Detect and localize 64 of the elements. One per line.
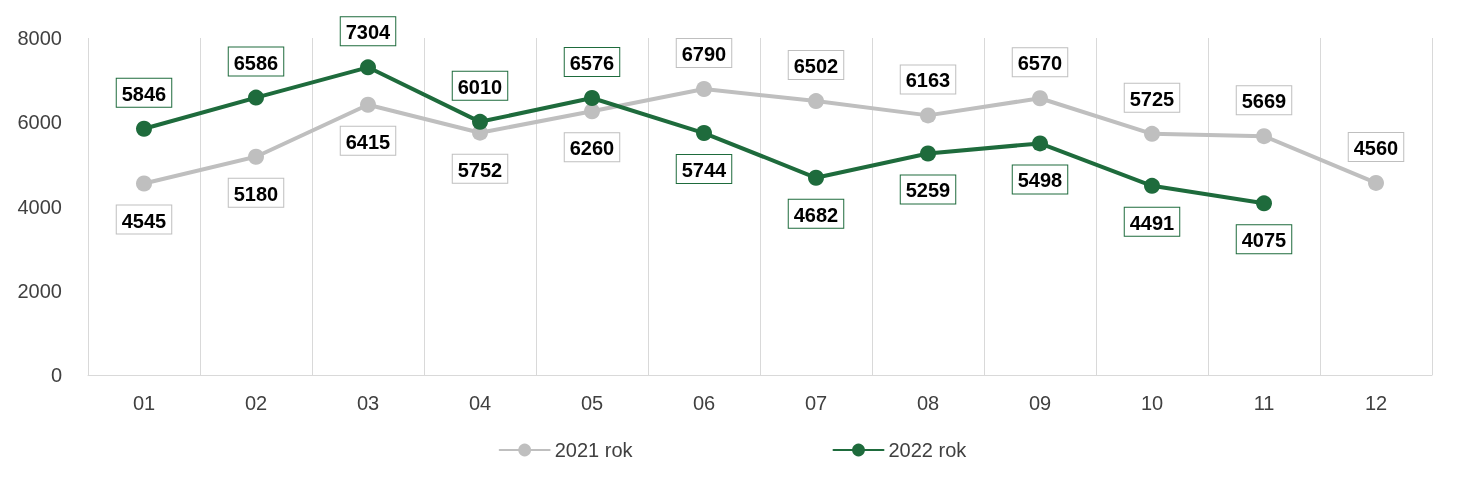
data-label: 4545 <box>121 209 167 232</box>
data-label: 6163 <box>905 69 951 92</box>
y-tick-label: 4000 <box>17 195 62 218</box>
data-label: 5744 <box>681 159 728 182</box>
x-tick-label: 02 <box>244 392 268 414</box>
x-tick-label: 11 <box>1253 392 1275 414</box>
data-label: 6260 <box>569 137 615 160</box>
legend-label: 2022 rok <box>888 439 968 461</box>
data-label: 6502 <box>793 55 839 78</box>
x-tick-label: 10 <box>1140 392 1164 414</box>
data-label: 6010 <box>457 75 503 98</box>
data-label: 5752 <box>457 158 503 181</box>
point <box>808 169 824 186</box>
data-label: 4560 <box>1353 136 1399 159</box>
x-tick-label: 05 <box>580 392 604 414</box>
x-tick-label: 03 <box>356 392 380 414</box>
point <box>1032 90 1048 107</box>
x-tick-label: 12 <box>1364 392 1388 414</box>
point <box>808 93 824 110</box>
data-label: 5259 <box>905 179 951 202</box>
data-label: 6586 <box>233 51 279 74</box>
point <box>920 107 936 124</box>
point <box>696 125 712 142</box>
point <box>1256 128 1272 145</box>
data-label: 4491 <box>1129 211 1175 234</box>
point <box>1144 177 1160 194</box>
data-label: 5725 <box>1129 87 1175 110</box>
data-label: 5180 <box>233 182 279 205</box>
y-tick-label: 6000 <box>17 111 62 134</box>
point <box>1032 135 1048 152</box>
data-label: 5846 <box>121 82 167 105</box>
data-label: 6576 <box>569 51 615 74</box>
point <box>248 89 264 106</box>
x-tick-label: 07 <box>804 392 828 414</box>
point <box>1256 195 1272 212</box>
point <box>248 148 264 165</box>
point <box>360 96 376 113</box>
y-tick-label: 0 <box>50 364 62 386</box>
point <box>584 103 600 120</box>
x-tick-label: 09 <box>1028 392 1052 414</box>
y-tick-label: 8000 <box>17 27 62 49</box>
data-label: 4682 <box>793 203 839 226</box>
data-label: 7304 <box>345 21 392 44</box>
data-label: 6570 <box>1017 52 1063 75</box>
point <box>136 175 152 192</box>
y-tick-label: 2000 <box>17 279 62 302</box>
point <box>136 120 152 137</box>
x-tick-label: 08 <box>916 392 940 414</box>
x-tick-label: 06 <box>692 392 716 414</box>
point <box>472 113 488 130</box>
data-label: 6415 <box>345 130 391 153</box>
point <box>920 145 936 162</box>
point <box>1368 174 1384 191</box>
x-tick-label: 01 <box>132 392 156 414</box>
point <box>584 89 600 106</box>
point <box>360 59 376 76</box>
legend-label: 2021 rok <box>554 439 634 461</box>
data-label: 4075 <box>1241 229 1287 252</box>
point <box>696 80 712 97</box>
data-label: 5669 <box>1241 90 1287 113</box>
point <box>1144 125 1160 142</box>
data-label: 5498 <box>1017 169 1063 192</box>
data-label: 6790 <box>681 42 727 65</box>
x-tick-label: 04 <box>468 392 492 414</box>
